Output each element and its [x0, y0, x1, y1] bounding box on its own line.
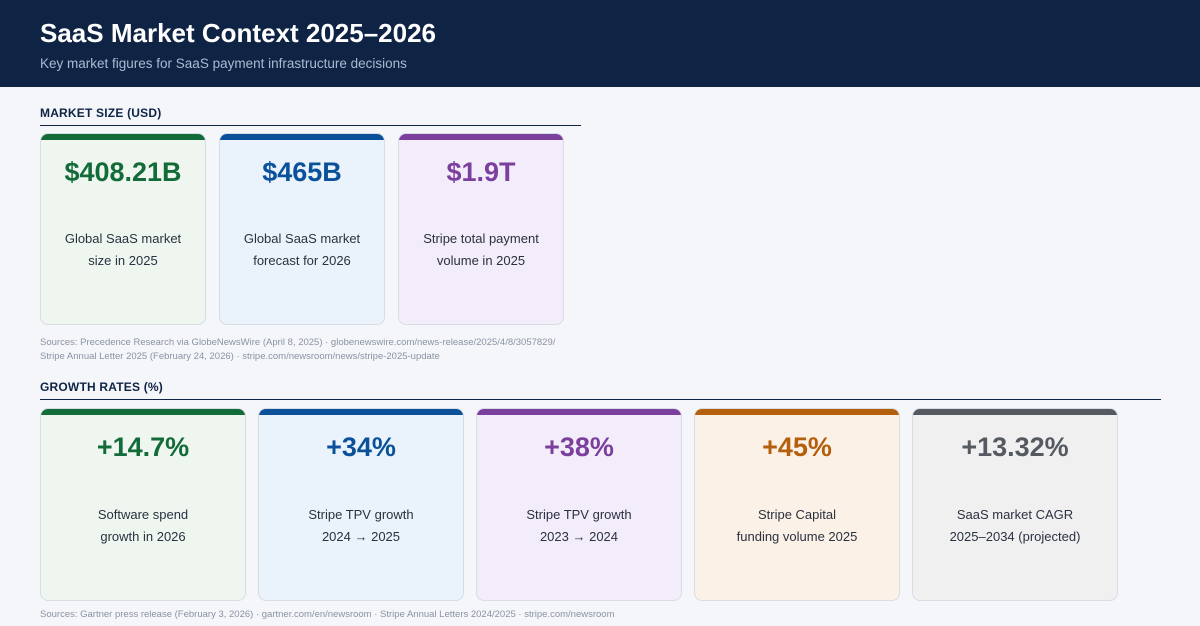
- card-description: Global SaaS market size in 2025: [49, 228, 197, 271]
- page-subtitle: Key market figures for SaaS payment infr…: [40, 56, 407, 71]
- market-size-card: $1.9T Stripe total payment volume in 202…: [398, 133, 564, 325]
- growth-rate-card: +14.7% Software spend growth in 2026: [40, 408, 246, 601]
- source-line: Stripe Annual Letter 2025 (February 24, …: [40, 351, 440, 362]
- growth-rate-card: +34% Stripe TPV growth 2024 → 2025: [258, 408, 464, 601]
- card-description: Stripe TPV growth 2023 → 2024: [485, 504, 673, 547]
- card-accent-bar: [41, 409, 245, 415]
- market-size-divider: [40, 125, 581, 126]
- card-value: +45%: [762, 432, 832, 462]
- card-description-line: growth in 2026: [100, 528, 186, 544]
- card-value: +38%: [544, 432, 614, 462]
- card-description-line: Global SaaS market: [64, 231, 182, 246]
- card-description-line: size in 2025: [88, 252, 158, 268]
- card-accent-bar: [220, 134, 384, 140]
- card-accent-bar: [913, 409, 1117, 415]
- growth-rate-card: +38% Stripe TPV growth 2023 → 2024: [476, 408, 682, 601]
- card-accent-bar: [259, 409, 463, 415]
- market-size-card: $408.21B Global SaaS market size in 2025: [40, 133, 206, 325]
- card-description-line: Software spend: [97, 507, 189, 522]
- card-description-line: 2025–2034 (projected): [949, 528, 1081, 544]
- card-description-line: Stripe TPV growth: [526, 507, 632, 522]
- growth-rate-card: +45% Stripe Capital funding volume 2025: [694, 408, 900, 601]
- page-title: SaaS Market Context 2025–2026: [40, 18, 437, 48]
- card-description-line: Stripe Capital: [757, 507, 837, 522]
- market-size-heading: MARKET SIZE (USD): [40, 106, 162, 120]
- market-size-sources: Sources: Precedence Research via GlobeNe…: [40, 336, 555, 364]
- card-description-line: forecast for 2026: [253, 252, 351, 268]
- growth-rates-sources: Sources: Gartner press release (February…: [40, 609, 615, 620]
- card-description-line: Global SaaS market: [243, 231, 361, 246]
- card-accent-bar: [477, 409, 681, 415]
- card-value: $465B: [262, 157, 342, 187]
- market-size-card: $465B Global SaaS market forecast for 20…: [219, 133, 385, 325]
- card-description: SaaS market CAGR 2025–2034 (projected): [921, 504, 1109, 547]
- card-value: $408.21B: [64, 157, 182, 187]
- card-value: +14.7%: [96, 432, 190, 462]
- card-description: Stripe Capital funding volume 2025: [703, 504, 891, 547]
- card-accent-bar: [695, 409, 899, 415]
- card-value: $1.9T: [446, 157, 516, 187]
- source-line: Sources: Precedence Research via GlobeNe…: [40, 337, 556, 348]
- card-description: Software spend growth in 2026: [49, 504, 237, 547]
- card-description: Stripe total payment volume in 2025: [407, 228, 555, 271]
- card-value: +34%: [326, 432, 396, 462]
- card-description: Stripe TPV growth 2024 → 2025: [267, 504, 455, 547]
- card-description-line: Stripe total payment: [423, 231, 539, 246]
- card-accent-bar: [41, 134, 205, 140]
- card-accent-bar: [399, 134, 563, 140]
- card-description-line: SaaS market CAGR: [956, 507, 1074, 522]
- card-description-line: Stripe TPV growth: [308, 507, 414, 522]
- growth-rates-divider: [40, 399, 1161, 400]
- card-description: Global SaaS market forecast for 2026: [228, 228, 376, 271]
- card-value: +13.32%: [961, 432, 1069, 462]
- card-description-line: 2024 → 2025: [321, 528, 401, 544]
- growth-rate-card: +13.32% SaaS market CAGR 2025–2034 (proj…: [912, 408, 1118, 601]
- page-header: SaaS Market Context 2025–2026 Key market…: [0, 0, 1200, 87]
- growth-rates-heading: GROWTH RATES (%): [40, 380, 163, 394]
- card-description-line: 2023 → 2024: [539, 528, 619, 544]
- card-description-line: volume in 2025: [436, 252, 526, 268]
- card-description-line: funding volume 2025: [736, 528, 858, 544]
